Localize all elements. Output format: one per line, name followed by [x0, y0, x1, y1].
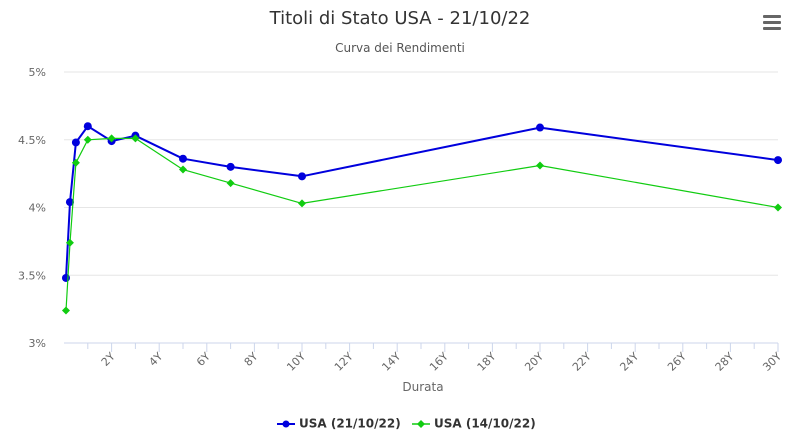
x-tick-label: 12Y — [332, 350, 356, 374]
legend-label-series-2: USA (14/10/22) — [434, 416, 536, 431]
data-point-series-2[interactable] — [131, 134, 140, 143]
data-point-series-2[interactable] — [71, 158, 80, 167]
x-tick-label: 26Y — [665, 350, 689, 374]
x-tick-label: 2Y — [99, 350, 118, 369]
legend-label-series-1: USA (21/10/22) — [299, 416, 401, 431]
x-tick-label: 28Y — [713, 350, 737, 374]
y-tick-label: 3% — [29, 337, 46, 350]
data-point-series-1[interactable] — [226, 162, 235, 171]
legend-marker-circle-icon — [277, 420, 295, 427]
data-point-series-1[interactable] — [536, 123, 544, 132]
hamburger-menu-icon[interactable] — [763, 15, 781, 31]
x-tick-label: 20Y — [522, 350, 546, 374]
chart-grid — [64, 71, 778, 344]
data-point-series-2[interactable] — [107, 134, 116, 143]
x-tick-label: 22Y — [570, 350, 594, 374]
data-point-series-1[interactable] — [179, 154, 187, 163]
data-point-series-2[interactable] — [774, 203, 782, 212]
data-point-series-1[interactable] — [65, 198, 74, 207]
x-axis-label: Durata — [402, 380, 443, 394]
series-line-2 — [65, 137, 779, 311]
data-point-series-2[interactable] — [65, 238, 74, 247]
data-point-series-1[interactable] — [298, 172, 306, 181]
data-point-series-1[interactable] — [774, 156, 782, 165]
x-tick-label: 30Y — [760, 350, 784, 374]
data-point-series-2[interactable] — [536, 161, 544, 170]
series-layer — [61, 122, 782, 315]
data-point-series-1[interactable] — [71, 138, 80, 147]
yield-curve-chart: 3% 3.5% 4% 4.5% 5% 2Y 4Y 6Y 8Y 10Y 12Y 14Y 16Y 18Y 20… — [18, 66, 784, 394]
data-point-series-2[interactable] — [179, 165, 187, 174]
data-point-series-2[interactable] — [298, 199, 306, 208]
data-point-series-2[interactable] — [83, 135, 92, 144]
y-tick-label: 5% — [29, 66, 46, 79]
x-tick-label: 18Y — [475, 350, 499, 374]
legend-marker-diamond-icon — [412, 419, 430, 428]
y-tick-label: 3.5% — [18, 269, 46, 282]
y-axis: 3% 3.5% 4% 4.5% 5% — [18, 66, 46, 350]
chart-subtitle: Curva dei Rendimenti — [335, 41, 465, 55]
x-axis: 2Y 4Y 6Y 8Y 10Y 12Y 14Y 16Y 18Y 20Y 22Y 24Y 26Y 28Y 30… — [64, 342, 784, 374]
data-point-series-1[interactable] — [83, 122, 92, 131]
x-tick-label: 8Y — [242, 350, 261, 369]
chart-title: Titoli di Stato USA - 21/10/22 — [269, 8, 531, 29]
legend-item-series-1[interactable]: USA (21/10/22) — [277, 416, 401, 431]
legend-item-series-2[interactable]: USA (14/10/22) — [412, 416, 536, 431]
data-point-series-2[interactable] — [226, 179, 235, 188]
x-tick-label: 24Y — [617, 350, 641, 374]
x-tick-label: 6Y — [194, 350, 213, 369]
y-tick-label: 4% — [29, 202, 46, 215]
data-point-series-2[interactable] — [61, 306, 70, 315]
y-tick-label: 4.5% — [18, 134, 46, 147]
series-line-1 — [65, 125, 779, 279]
x-tick-label: 10Y — [284, 350, 308, 374]
x-tick-label: 4Y — [146, 350, 165, 369]
x-tick-label: 16Y — [427, 350, 451, 374]
x-tick-label: 14Y — [379, 350, 403, 374]
data-point-series-1[interactable] — [61, 273, 70, 282]
